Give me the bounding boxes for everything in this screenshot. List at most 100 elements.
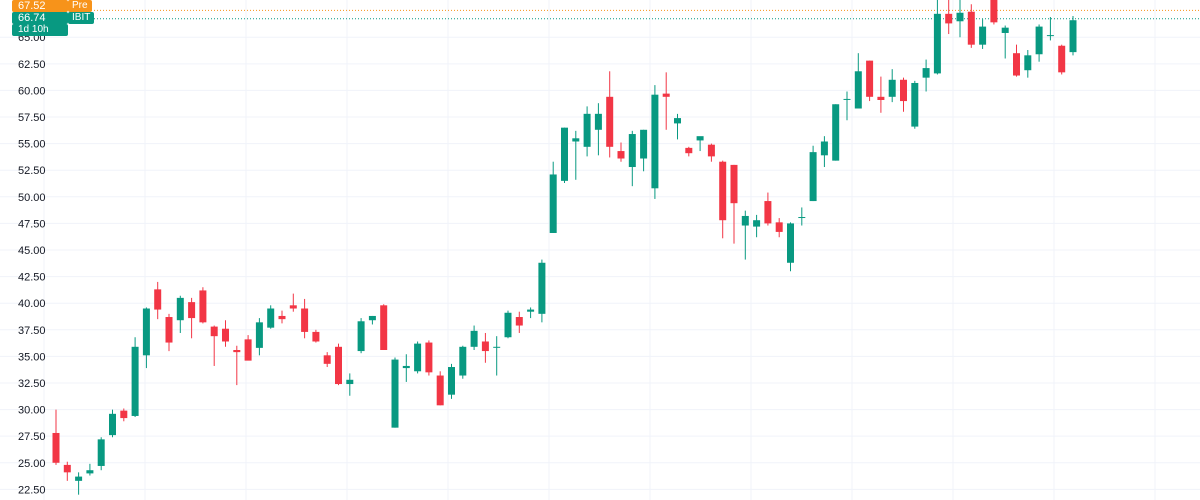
candle-up[interactable] xyxy=(1024,50,1032,78)
candle-down[interactable] xyxy=(154,281,162,320)
candle-down[interactable] xyxy=(278,310,286,324)
candle-down[interactable] xyxy=(617,142,625,162)
candle-up[interactable] xyxy=(131,337,139,418)
candle-body xyxy=(685,147,693,154)
candle-down[interactable] xyxy=(685,146,693,157)
candle-up[interactable] xyxy=(448,363,455,399)
candle-down[interactable] xyxy=(606,71,614,158)
candle-down[interactable] xyxy=(877,76,885,113)
candle-up[interactable] xyxy=(594,103,602,156)
candle-down[interactable] xyxy=(289,293,297,312)
candle-up[interactable] xyxy=(255,318,263,356)
candle-up[interactable] xyxy=(176,295,184,333)
candle-up[interactable] xyxy=(572,130,580,180)
candle-down[interactable] xyxy=(775,218,783,238)
candle-body xyxy=(357,321,365,352)
candle-up[interactable] xyxy=(843,91,851,121)
candle-down[interactable] xyxy=(210,325,218,366)
candle-up[interactable] xyxy=(97,437,105,471)
candle-up[interactable] xyxy=(741,210,749,260)
candle-up[interactable] xyxy=(267,305,275,329)
candle-up[interactable] xyxy=(628,130,636,187)
candle-down[interactable] xyxy=(719,160,727,239)
candle-down[interactable] xyxy=(900,77,907,112)
candle-up[interactable] xyxy=(86,463,94,476)
candle-up[interactable] xyxy=(504,310,512,339)
candle-down[interactable] xyxy=(707,143,715,162)
candle-down[interactable] xyxy=(222,320,229,347)
candle-up[interactable] xyxy=(696,136,704,152)
candle-up[interactable] xyxy=(527,307,535,319)
candle-body xyxy=(1058,45,1066,73)
candle-up[interactable] xyxy=(933,0,941,75)
candle-down[interactable] xyxy=(312,329,320,343)
candle-up[interactable] xyxy=(391,357,399,428)
candle-up[interactable] xyxy=(979,19,987,49)
candle-up[interactable] xyxy=(368,315,376,325)
candle-up[interactable] xyxy=(402,354,410,382)
candle-up[interactable] xyxy=(640,129,648,172)
candle-up[interactable] xyxy=(753,214,761,238)
candle-up[interactable] xyxy=(109,409,116,438)
candle-down[interactable] xyxy=(165,313,173,352)
candle-up[interactable] xyxy=(470,325,478,350)
candle-down[interactable] xyxy=(380,304,388,350)
candle-up[interactable] xyxy=(538,259,546,323)
candle-down[interactable] xyxy=(199,287,207,324)
candle-up[interactable] xyxy=(561,127,568,183)
candle-down[interactable] xyxy=(52,409,60,465)
candle-down[interactable] xyxy=(481,332,489,363)
candle-up[interactable] xyxy=(798,207,806,226)
candle-down[interactable] xyxy=(233,345,241,386)
candle-up[interactable] xyxy=(674,113,681,140)
candle-up[interactable] xyxy=(583,106,591,157)
candle-down[interactable] xyxy=(120,408,128,422)
candle-up[interactable] xyxy=(1069,15,1077,56)
candle-down[interactable] xyxy=(1013,44,1020,77)
candle-down[interactable] xyxy=(425,340,433,376)
candle-body xyxy=(730,164,738,204)
candle-up[interactable] xyxy=(142,307,150,369)
candle-up[interactable] xyxy=(809,145,817,202)
candle-up[interactable] xyxy=(854,53,862,109)
candle-down[interactable] xyxy=(323,352,331,368)
candle-up[interactable] xyxy=(1035,24,1043,62)
candle-down[interactable] xyxy=(335,343,342,386)
candle-body xyxy=(651,94,659,189)
candle-up[interactable] xyxy=(651,85,659,199)
candle-down[interactable] xyxy=(764,192,772,226)
candle-up[interactable] xyxy=(357,318,365,354)
candle-up[interactable] xyxy=(459,345,467,379)
candle-down[interactable] xyxy=(1058,44,1066,75)
candle-down[interactable] xyxy=(188,297,196,339)
candle-body xyxy=(798,217,806,219)
candle-down[interactable] xyxy=(436,371,444,406)
candle-down[interactable] xyxy=(301,298,309,339)
candle-down[interactable] xyxy=(244,335,252,361)
candle-up[interactable] xyxy=(911,80,919,129)
candle-down[interactable] xyxy=(945,0,953,35)
candle-up[interactable] xyxy=(346,373,354,396)
candle-up[interactable] xyxy=(922,59,930,92)
candle-down[interactable] xyxy=(990,0,998,25)
candle-down[interactable] xyxy=(515,311,523,333)
candle-down[interactable] xyxy=(967,4,975,48)
candle-down[interactable] xyxy=(866,60,874,102)
candle-up[interactable] xyxy=(888,69,896,103)
candle-up[interactable] xyxy=(414,341,422,374)
candle-up[interactable] xyxy=(493,336,501,376)
candle-up[interactable] xyxy=(787,222,794,272)
candle-down[interactable] xyxy=(730,164,738,244)
candle-up[interactable] xyxy=(956,0,964,38)
candle-down[interactable] xyxy=(662,72,670,130)
candle-up[interactable] xyxy=(75,472,83,495)
candle-up[interactable] xyxy=(549,161,557,233)
candle-up[interactable] xyxy=(1046,17,1054,41)
candle-down[interactable] xyxy=(63,461,71,481)
candle-up[interactable] xyxy=(1001,25,1009,59)
candle-up[interactable] xyxy=(820,136,828,168)
candles[interactable] xyxy=(52,0,1077,495)
candle-up[interactable] xyxy=(832,104,840,161)
